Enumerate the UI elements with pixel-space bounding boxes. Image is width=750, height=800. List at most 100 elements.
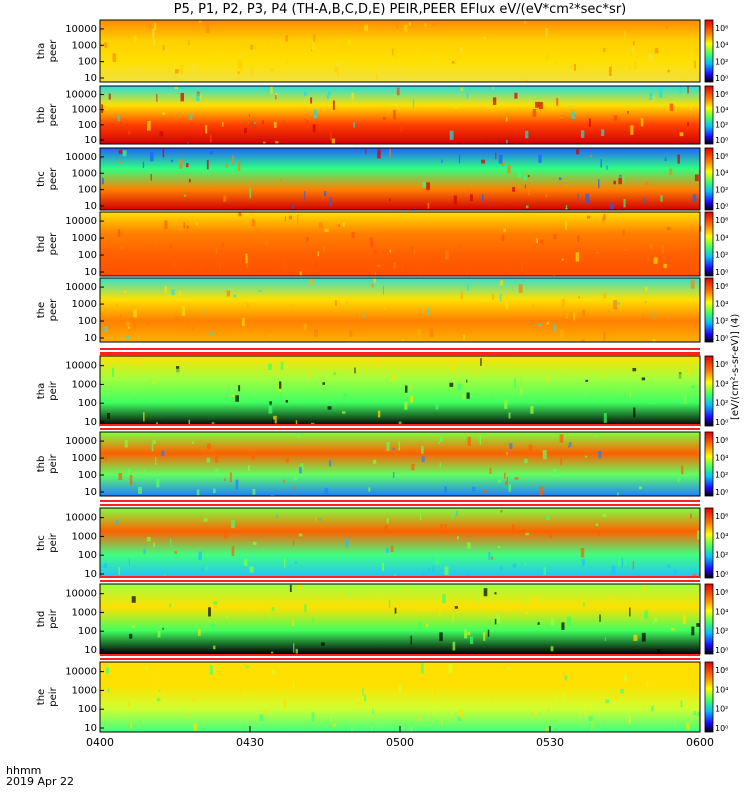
spectrogram-texture (689, 513, 693, 519)
spectrogram-texture (174, 551, 177, 554)
spectrogram-texture (399, 684, 402, 694)
panel-label-instrument: peir (48, 532, 59, 552)
spectrogram-texture (127, 468, 131, 475)
spectrogram-texture (419, 512, 422, 521)
spectrogram-texture (133, 320, 136, 330)
spectrogram-texture (289, 215, 293, 220)
spectrogram-texture (133, 309, 137, 318)
spectrogram-texture (151, 442, 154, 452)
colorbar-tick-label: 10² (715, 551, 728, 560)
spectrogram-texture (153, 241, 156, 245)
colorbar-tick-label: 10⁶ (715, 666, 728, 675)
spectrogram-texture (530, 405, 534, 414)
panel-frame (99, 19, 701, 83)
colorbar-tick-label: 10⁶ (715, 436, 728, 445)
spectrogram-texture (324, 487, 329, 495)
spectrogram-texture (561, 298, 566, 308)
spectrogram-texture (428, 567, 430, 572)
spectrogram-texture (505, 301, 509, 310)
panel-thc-peir: 10 100 1000 10000 thc peir 10⁶ 10⁴ 10² 10⁰ (36, 507, 728, 580)
colorbar-tick-label: 10² (715, 399, 728, 408)
spectrogram-texture (569, 442, 572, 447)
spectrogram-texture (394, 607, 397, 614)
spectrogram-texture (545, 52, 549, 60)
spectrogram-texture (630, 125, 634, 135)
spectrogram-texture (304, 191, 306, 201)
spectrogram-texture (442, 594, 446, 604)
spectrogram-texture (285, 58, 288, 66)
spectrogram-texture (677, 477, 680, 483)
spectrogram-texture (337, 71, 339, 77)
spectrogram-texture (292, 680, 295, 689)
spectrogram-texture (551, 616, 554, 626)
spectrogram-texture (187, 142, 189, 144)
spectrogram-texture (270, 86, 273, 94)
spectrogram-texture (238, 385, 241, 392)
spectrogram-texture (142, 161, 145, 168)
spectrogram-texture (507, 667, 511, 671)
spectrogram-texture (433, 55, 436, 61)
spectrogram-texture (297, 433, 300, 438)
spectrogram-texture (358, 702, 362, 705)
spectrogram-texture (269, 401, 272, 406)
panel-thd-peir: 10 100 1000 10000 thd peir 10⁶ 10⁴ 10² 10⁰ (36, 583, 728, 656)
spectrogram-texture (539, 239, 544, 243)
spectrogram-texture (191, 326, 194, 330)
spectrogram-texture (559, 434, 564, 443)
spectrogram-texture (441, 159, 443, 164)
spectrogram-texture (283, 557, 286, 568)
spectrogram-texture (595, 251, 600, 254)
spectrogram-texture (127, 130, 131, 135)
spectrogram-texture (505, 481, 508, 485)
spectrogram-texture (541, 274, 544, 276)
panel-label-probe: tha (36, 43, 47, 59)
spectrogram-texture (610, 203, 614, 210)
spectrogram-texture (495, 152, 497, 160)
spectrogram-texture (597, 530, 601, 537)
spectrogram-texture (660, 195, 663, 202)
spectrogram-texture (272, 419, 275, 426)
spectrogram-texture (213, 645, 216, 650)
spectrogram-texture (603, 331, 606, 341)
spectrogram-texture (580, 547, 585, 558)
spectrogram-texture (258, 289, 262, 292)
spectrogram-texture (366, 79, 369, 82)
spectrogram-texture (368, 680, 372, 687)
spectrogram-texture (651, 705, 654, 712)
spectrogram-texture (438, 606, 441, 616)
spectrogram-texture (693, 711, 697, 716)
spectrogram-texture (154, 22, 157, 31)
y-tick-label: 1000 (72, 453, 97, 464)
spectrogram-texture (575, 252, 580, 262)
spectrogram-texture (104, 42, 107, 48)
spectrogram-texture (249, 566, 254, 573)
spectrogram-image (100, 356, 700, 426)
spectrogram-texture (519, 386, 523, 396)
panel-label-probe: thc (36, 171, 47, 187)
spectrogram-texture (293, 486, 295, 490)
spectrogram-texture (410, 395, 414, 403)
spectrogram-texture (498, 139, 500, 144)
spectrogram-texture (418, 271, 420, 276)
spectrogram-texture (128, 558, 130, 566)
spectrogram-texture (634, 61, 637, 70)
spectrogram-texture (422, 182, 426, 188)
panel-thb-peir: 10 100 1000 10000 thb peir 10⁶ 10⁴ 10² 10⁰ (36, 431, 728, 498)
spectrogram-texture (188, 712, 191, 715)
spectrogram-texture (161, 450, 165, 457)
spectrogram-texture (657, 649, 661, 654)
y-tick-label: 100 (78, 120, 97, 131)
spectrogram-texture (128, 633, 133, 639)
spectrogram-texture (481, 194, 484, 202)
spectrogram-texture (648, 53, 653, 61)
spectrogram-texture (523, 175, 527, 181)
spectrogram-texture (434, 671, 438, 674)
spectrogram-texture (112, 53, 117, 63)
spectrogram-texture (692, 194, 697, 202)
spectrogram-texture (156, 698, 161, 702)
spectrogram-texture (270, 494, 275, 496)
x-tick-label: 0530 (536, 736, 564, 749)
spectrogram-texture (603, 47, 606, 53)
spectrogram-texture (279, 392, 282, 402)
spectrogram-texture (452, 641, 456, 651)
